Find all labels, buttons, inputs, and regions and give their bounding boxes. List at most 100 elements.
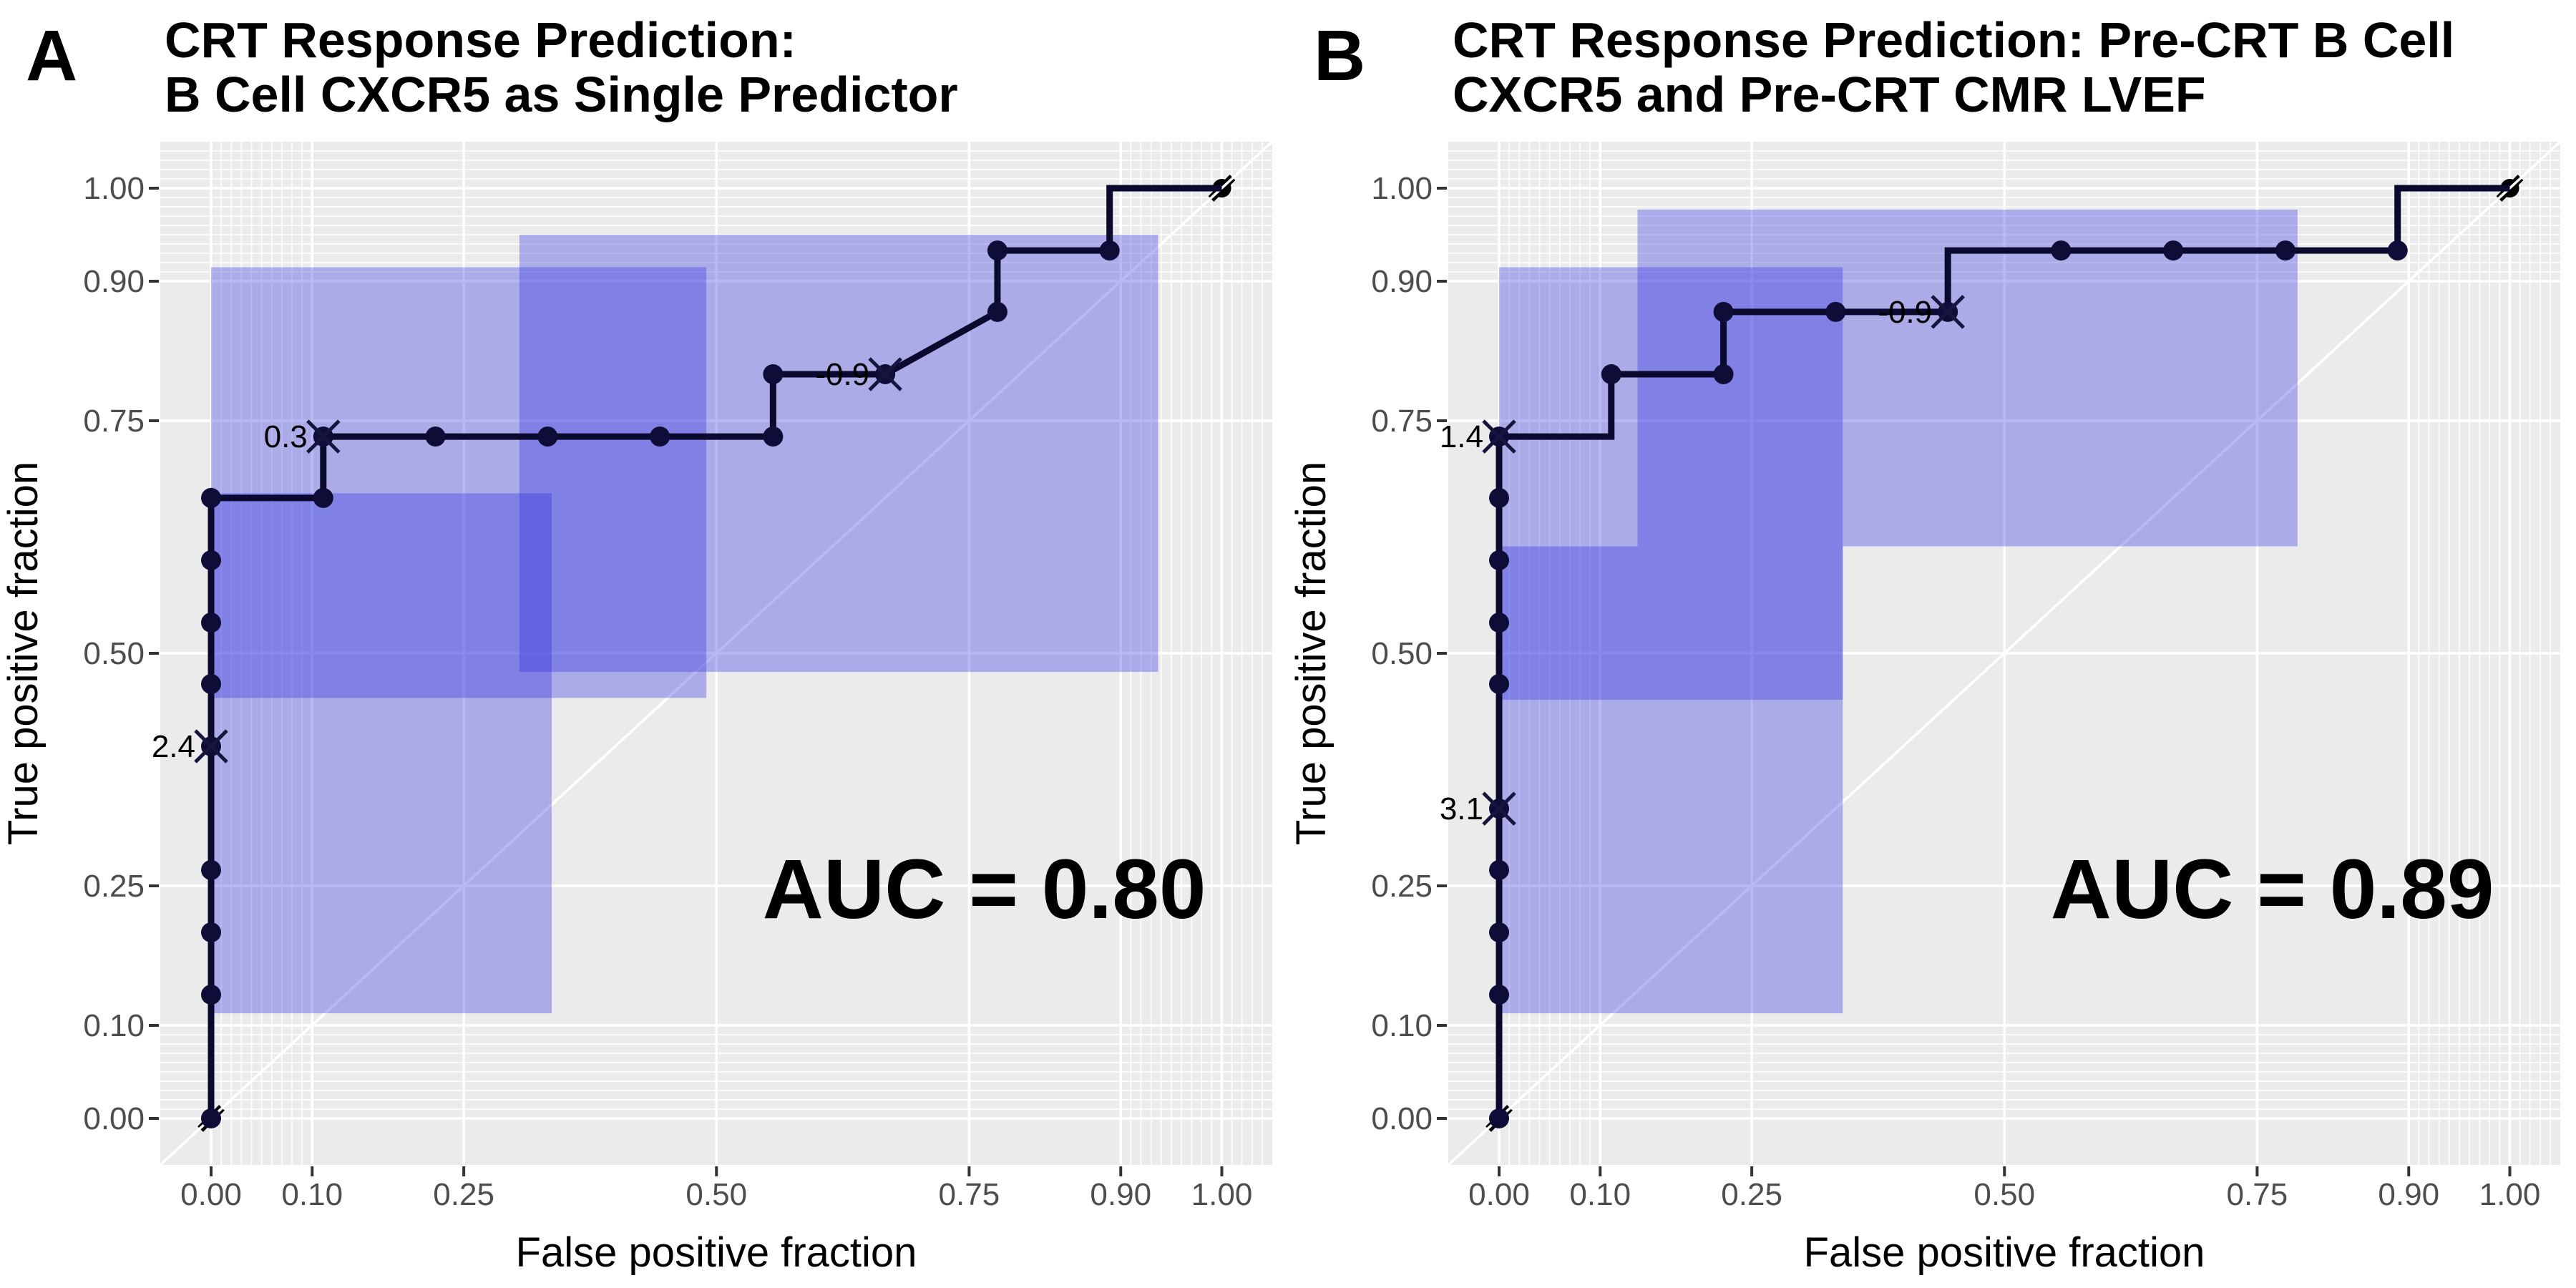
gridlines <box>160 142 1272 1165</box>
confidence-rects <box>1499 209 2298 1014</box>
cutoff-label: 3.1 <box>1440 791 1483 826</box>
roc-point <box>2051 240 2072 261</box>
x-tick-label: 0.10 <box>1569 1177 1631 1212</box>
roc-point <box>2387 240 2408 261</box>
roc-point <box>201 859 221 880</box>
x-tick-label: 0.10 <box>281 1177 343 1212</box>
cutoff-label: -0.9 <box>815 357 869 392</box>
roc-point <box>201 487 221 508</box>
panel-b: 3.1 1.4 -0.9 AUC = 0.89 0.00 0.00 0.10 0.10 0.25… <box>1288 12 2560 1276</box>
panel-title-line2: CXCR5 and Pre-CRT CMR LVEF <box>1453 67 2206 122</box>
auc-label: AUC = 0.80 <box>763 842 1206 937</box>
roc-point <box>313 487 333 508</box>
y-tick-label: 0.90 <box>83 264 145 299</box>
x-tick-label: 0.50 <box>686 1177 747 1212</box>
roc-point <box>763 364 784 384</box>
x-axis-title: False positive fraction <box>1804 1229 2205 1276</box>
roc-point <box>1489 1108 1509 1128</box>
cutoff-label: -0.9 <box>1878 295 1932 330</box>
roc-point <box>1489 985 1509 1005</box>
roc-point <box>1489 673 1509 694</box>
y-tick-label: 0.75 <box>1371 404 1433 439</box>
y-tick-label: 0.25 <box>1371 869 1433 904</box>
cutoff-x-marker <box>194 729 228 763</box>
x-tick-label: 0.50 <box>1974 1177 2035 1212</box>
confidence-rect <box>211 493 552 1014</box>
panel-title-line1: CRT Response Prediction: <box>165 12 796 68</box>
chance-line <box>1448 142 2560 1165</box>
roc-point <box>201 922 221 942</box>
confidence-rect <box>1499 546 1843 1014</box>
roc-point <box>2163 240 2184 261</box>
panel-title-line1: CRT Response Prediction: Pre-CRT B Cell <box>1453 12 2454 68</box>
roc-point <box>763 426 784 447</box>
y-tick-label: 0.50 <box>1371 636 1433 671</box>
x-tick-label: 0.25 <box>433 1177 494 1212</box>
panel-a: 2.4 0.3 -0.9 AUC = 0.80 0.00 0.00 0.10 0.10 0.25… <box>0 12 1272 1276</box>
roc-point <box>537 426 558 447</box>
roc-point <box>1713 301 1734 322</box>
x-tick-label: 0.75 <box>939 1177 1000 1212</box>
x-axis-title: False positive fraction <box>516 1229 917 1276</box>
x-tick-label: 0.90 <box>2378 1177 2439 1212</box>
roc-point <box>1489 859 1509 880</box>
roc-point <box>1713 364 1734 384</box>
roc-point <box>201 673 221 694</box>
x-tick-label: 0.25 <box>1721 1177 1782 1212</box>
panel-letter: A <box>26 16 77 96</box>
y-tick-label: 0.90 <box>1371 264 1433 299</box>
roc-point <box>650 426 670 447</box>
x-tick-label: 1.00 <box>2479 1177 2541 1212</box>
y-tick-label: 0.50 <box>83 636 145 671</box>
roc-curve <box>208 185 1222 1118</box>
roc-point <box>425 426 446 447</box>
roc-point <box>1489 613 1509 633</box>
roc-point <box>2275 240 2296 261</box>
x-tick-label: 0.90 <box>1090 1177 1151 1212</box>
y-axis-title: True positive fraction <box>1288 462 1335 845</box>
cutoff-label: 2.4 <box>152 729 195 764</box>
roc-point <box>987 301 1008 322</box>
roc-point <box>1825 301 1846 322</box>
y-tick-label: 0.00 <box>1371 1101 1433 1136</box>
chance-line <box>160 142 1272 1165</box>
y-tick-label: 0.10 <box>83 1008 145 1043</box>
roc-point <box>201 613 221 633</box>
roc-point <box>1489 487 1509 508</box>
roc-point <box>1601 364 1621 384</box>
confidence-rect <box>1637 209 2298 547</box>
cutoff-x-marker <box>306 419 341 454</box>
cutoff-x-marker <box>1482 791 1516 826</box>
y-tick-label: 1.00 <box>1371 171 1433 206</box>
auc-label: AUC = 0.89 <box>2051 842 2494 937</box>
y-axis-title: True positive fraction <box>0 462 47 845</box>
x-tick-label: 0.00 <box>1468 1177 1530 1212</box>
roc-point <box>1099 240 1120 261</box>
y-tick-label: 0.25 <box>83 869 145 904</box>
x-tick-label: 0.75 <box>2227 1177 2288 1212</box>
gridlines <box>1448 142 2560 1165</box>
roc-point <box>201 985 221 1005</box>
y-tick-label: 0.75 <box>83 404 145 439</box>
y-tick-label: 1.00 <box>83 171 145 206</box>
cutoff-x-marker <box>868 357 902 391</box>
cutoff-label: 0.3 <box>264 419 308 454</box>
y-tick-label: 0.10 <box>1371 1008 1433 1043</box>
roc-point <box>987 240 1008 261</box>
panel-letter: B <box>1314 16 1365 96</box>
panel-title-line2: B Cell CXCR5 as Single Predictor <box>165 67 958 122</box>
roc-point <box>1489 922 1509 942</box>
x-tick-label: 0.00 <box>180 1177 242 1212</box>
roc-point <box>201 1108 221 1128</box>
roc-point <box>201 550 221 570</box>
roc-point <box>1489 550 1509 570</box>
cutoff-x-marker <box>1931 295 1965 329</box>
x-tick-label: 1.00 <box>1191 1177 1253 1212</box>
confidence-rect <box>211 267 707 698</box>
cutoff-x-marker <box>1482 419 1516 454</box>
cutoff-label: 1.4 <box>1440 419 1483 454</box>
confidence-rect <box>1499 267 1843 700</box>
y-tick-label: 0.00 <box>83 1101 145 1136</box>
confidence-rect <box>519 235 1158 672</box>
